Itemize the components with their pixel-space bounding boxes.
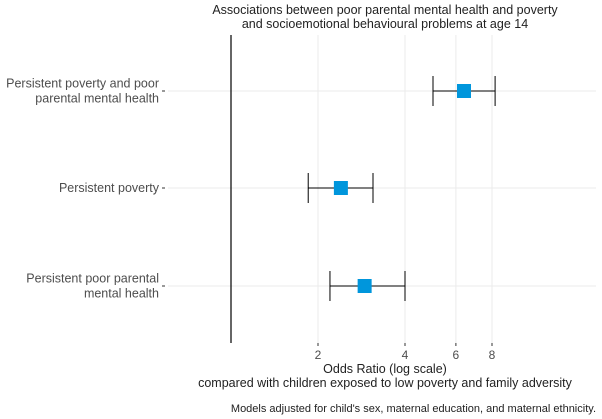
x-axis-label-line-1: Odds Ratio (log scale) (323, 362, 447, 376)
estimate-marker-2 (333, 181, 348, 195)
estimate-marker-3 (357, 279, 372, 293)
chart-title: Associations between poor parental menta… (212, 3, 558, 31)
category-label-2-line-1: Persistent poverty (59, 181, 160, 195)
x-tick-label-2: 2 (315, 348, 322, 362)
x-axis-label: Odds Ratio (log scale) compared with chi… (198, 362, 573, 390)
x-tick-label-8: 8 (489, 348, 496, 362)
caption: Models adjusted for child's sex, materna… (231, 403, 596, 415)
category-label-3-line-1: Persistent poor parental (26, 272, 159, 286)
x-tick-label-6: 6 (453, 348, 460, 362)
chart-title-line-1: Associations between poor parental menta… (212, 3, 558, 17)
estimate-marker-1 (456, 84, 471, 98)
category-label-1-line-1: Persistent poverty and poor (6, 77, 159, 91)
x-tick-label-4: 4 (402, 348, 409, 362)
x-axis-label-line-2: compared with children exposed to low po… (198, 376, 573, 390)
data-marks (307, 76, 496, 301)
chart-title-line-2: and socioemotional behavioural problems … (242, 17, 528, 31)
category-label-1-line-2: parental mental health (35, 92, 159, 106)
x-tick-labels: 2 4 6 8 (315, 343, 496, 362)
category-label-3-line-2: mental health (84, 287, 159, 301)
grid (168, 35, 596, 343)
